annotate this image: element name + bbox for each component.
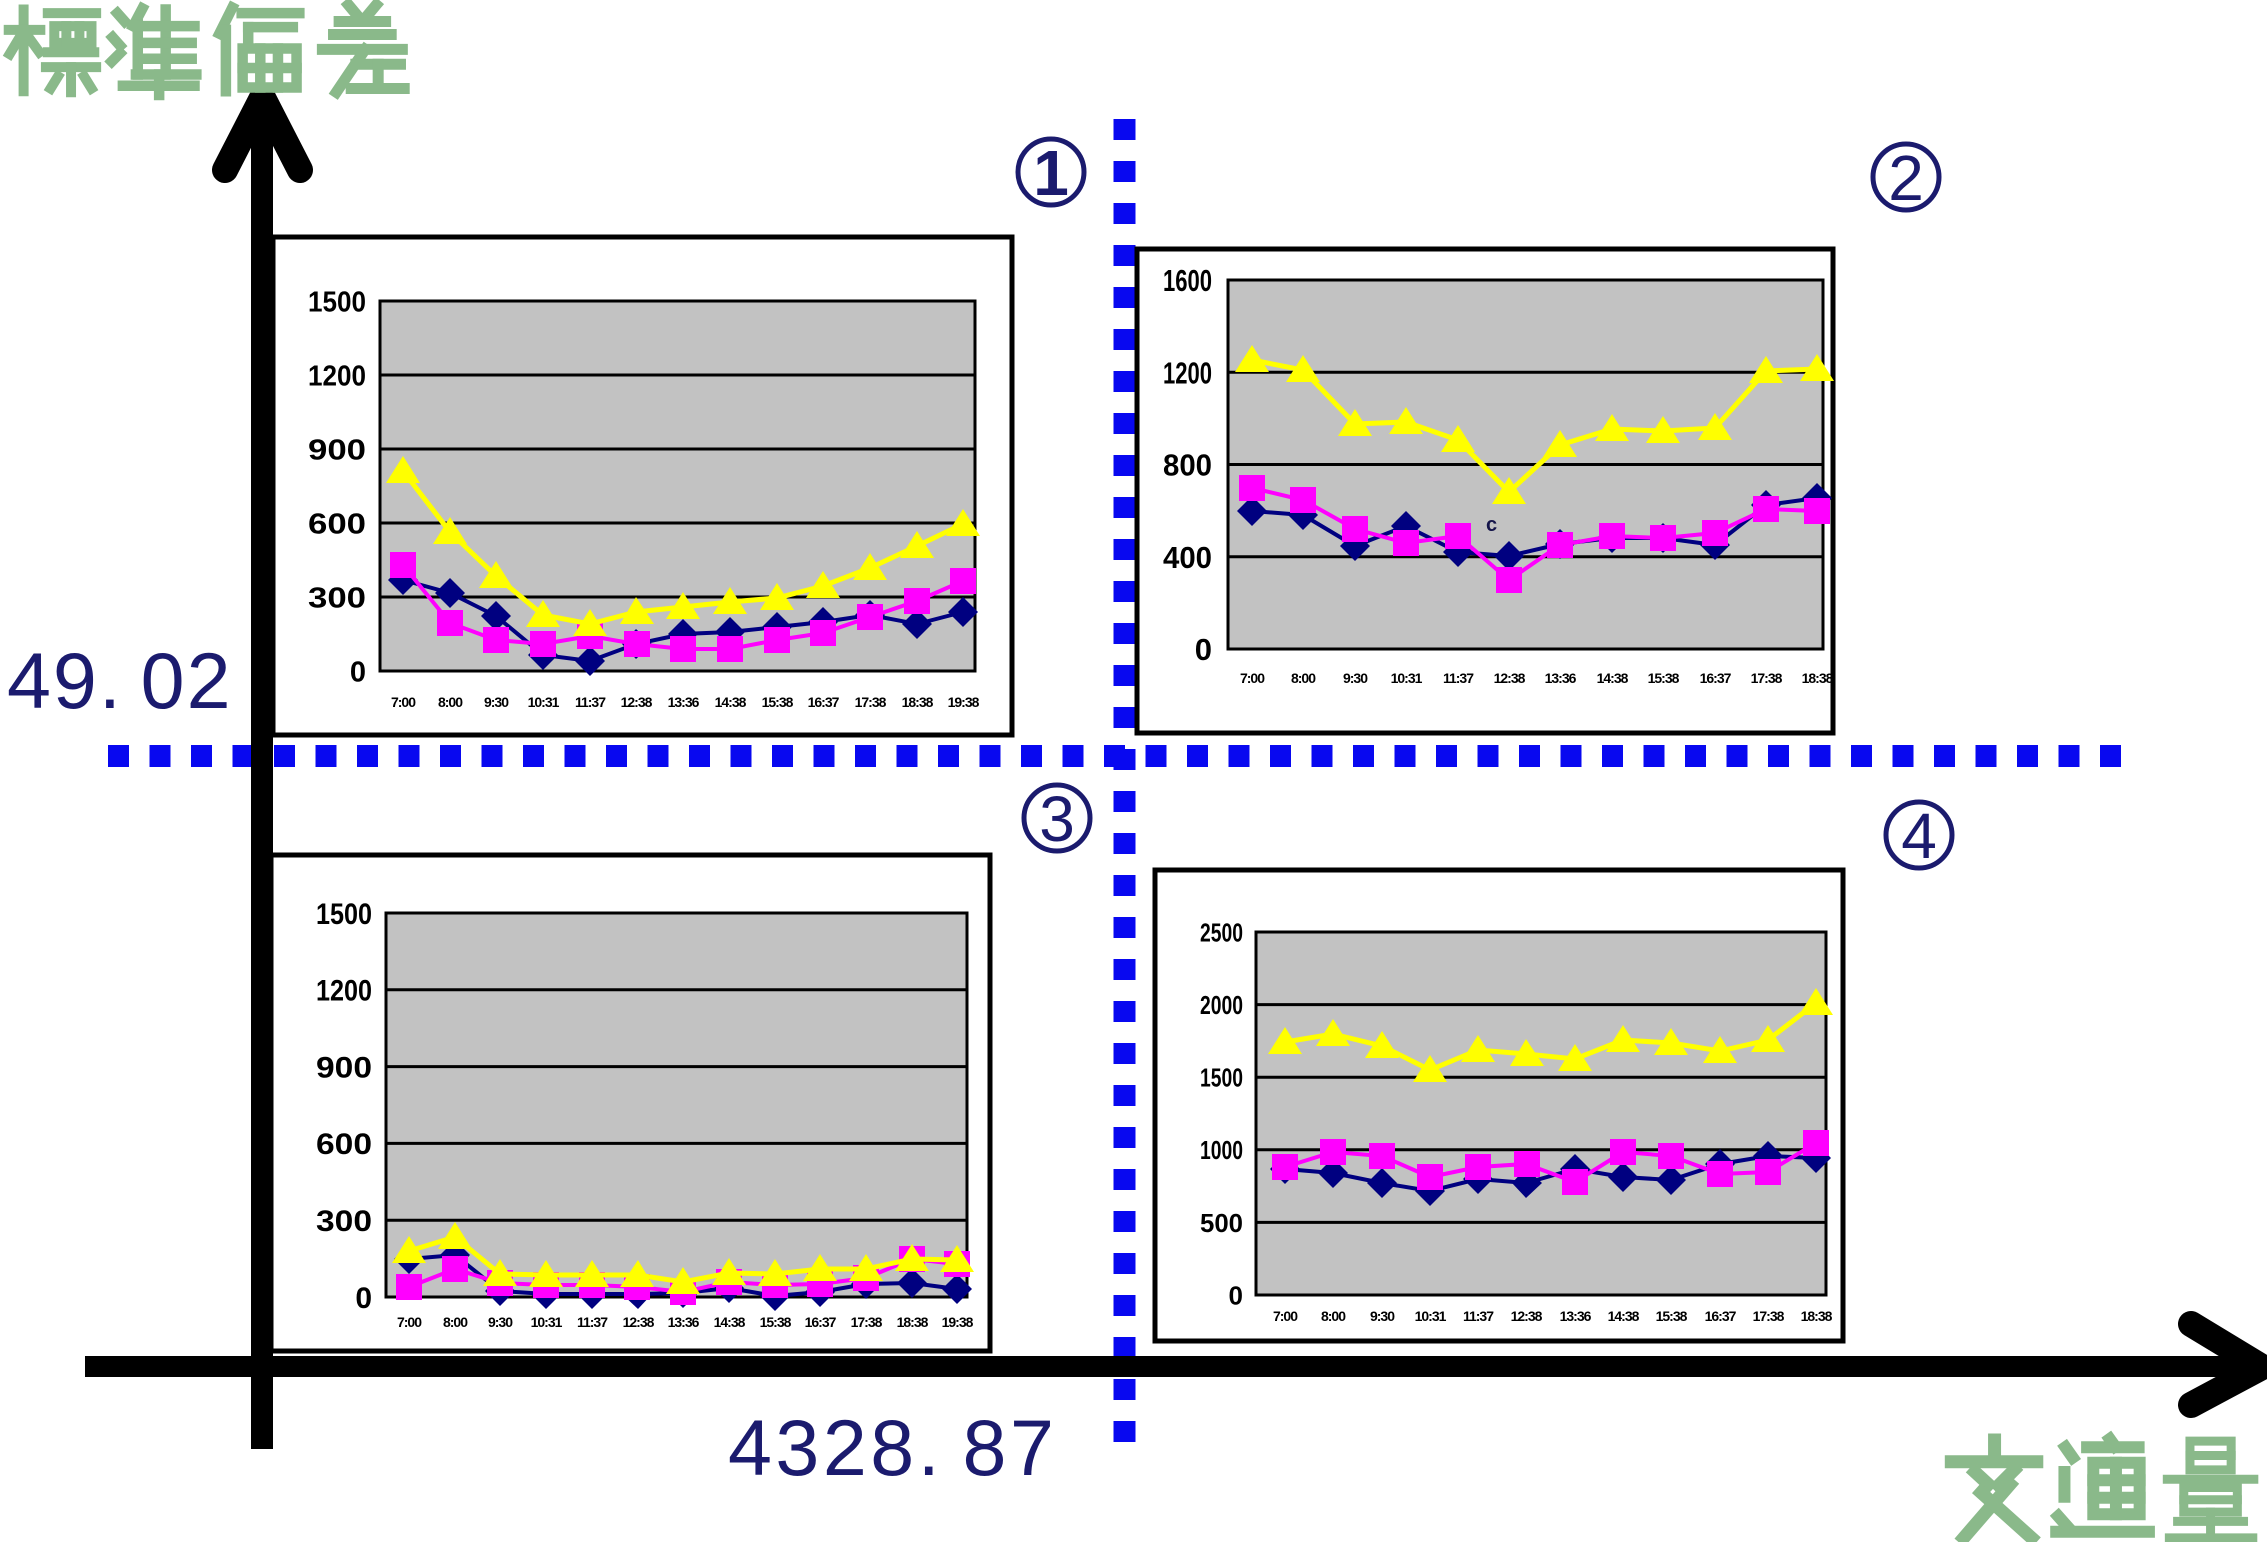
svg-text:18:38: 18:38 [1802, 670, 1834, 686]
svg-text:16:37: 16:37 [1700, 670, 1732, 686]
svg-text:9:30: 9:30 [488, 1314, 513, 1330]
svg-text:1000: 1000 [1200, 1135, 1243, 1165]
svg-text:16:37: 16:37 [808, 694, 840, 710]
svg-text:12:38: 12:38 [1494, 670, 1526, 686]
svg-text:11:37: 11:37 [1443, 670, 1474, 686]
svg-text:13:36: 13:36 [1545, 670, 1577, 686]
svg-text:3: 3 [1039, 783, 1075, 855]
svg-text:18:38: 18:38 [897, 1314, 929, 1330]
svg-text:9:30: 9:30 [1370, 1308, 1395, 1324]
svg-text:16:37: 16:37 [1705, 1308, 1737, 1324]
svg-text:0: 0 [355, 1282, 372, 1315]
svg-text:11:37: 11:37 [577, 1314, 608, 1330]
svg-text:12:38: 12:38 [621, 694, 653, 710]
svg-text:800: 800 [1163, 448, 1212, 483]
svg-text:13:36: 13:36 [668, 694, 700, 710]
svg-text:49. 02: 49. 02 [7, 636, 233, 725]
svg-text:15:38: 15:38 [762, 694, 794, 710]
svg-text:2: 2 [1888, 142, 1924, 214]
svg-text:11:37: 11:37 [575, 694, 606, 710]
svg-text:18:38: 18:38 [1801, 1308, 1833, 1324]
svg-text:19:38: 19:38 [942, 1314, 974, 1330]
svg-text:11:37: 11:37 [1463, 1308, 1494, 1324]
svg-text:300: 300 [316, 1205, 372, 1238]
svg-text:1500: 1500 [316, 898, 372, 931]
svg-text:600: 600 [308, 508, 366, 540]
svg-text:9:30: 9:30 [484, 694, 509, 710]
svg-text:10:31: 10:31 [1415, 1308, 1447, 1324]
svg-text:15:38: 15:38 [1648, 670, 1680, 686]
svg-text:17:38: 17:38 [1751, 670, 1783, 686]
svg-text:8:00: 8:00 [1321, 1308, 1346, 1324]
svg-text:7:00: 7:00 [1273, 1308, 1298, 1324]
svg-text:17:38: 17:38 [851, 1314, 883, 1330]
svg-text:8:00: 8:00 [438, 694, 463, 710]
svg-text:10:31: 10:31 [528, 694, 560, 710]
svg-text:12:38: 12:38 [623, 1314, 655, 1330]
svg-text:c: c [1486, 514, 1497, 536]
svg-text:1200: 1200 [1163, 355, 1212, 390]
svg-text:14:38: 14:38 [715, 694, 747, 710]
svg-text:1200: 1200 [308, 360, 366, 392]
svg-text:13:36: 13:36 [668, 1314, 700, 1330]
svg-text:7:00: 7:00 [397, 1314, 422, 1330]
svg-text:400: 400 [1163, 540, 1212, 575]
svg-text:19:38: 19:38 [948, 694, 980, 710]
svg-text:12:38: 12:38 [1511, 1308, 1543, 1324]
svg-text:0: 0 [350, 656, 366, 688]
svg-text:14:38: 14:38 [1608, 1308, 1640, 1324]
svg-text:300: 300 [308, 582, 366, 614]
svg-text:500: 500 [1200, 1208, 1243, 1238]
svg-text:900: 900 [308, 434, 366, 466]
svg-text:1: 1 [1033, 137, 1069, 209]
svg-text:18:38: 18:38 [902, 694, 934, 710]
svg-text:14:38: 14:38 [714, 1314, 746, 1330]
svg-text:4: 4 [1901, 800, 1937, 872]
svg-text:1600: 1600 [1163, 263, 1212, 298]
svg-text:15:38: 15:38 [1656, 1308, 1688, 1324]
svg-text:1500: 1500 [308, 286, 366, 318]
svg-text:17:38: 17:38 [1753, 1308, 1785, 1324]
svg-text:10:31: 10:31 [531, 1314, 563, 1330]
svg-text:1500: 1500 [1200, 1063, 1243, 1093]
svg-text:13:36: 13:36 [1560, 1308, 1592, 1324]
svg-text:900: 900 [316, 1051, 372, 1084]
svg-text:7:00: 7:00 [1240, 670, 1265, 686]
svg-text:600: 600 [316, 1128, 372, 1161]
svg-text:1200: 1200 [316, 975, 372, 1008]
svg-text:4328. 87: 4328. 87 [728, 1403, 1057, 1492]
svg-text:2500: 2500 [1200, 917, 1243, 947]
svg-text:2000: 2000 [1200, 990, 1243, 1020]
svg-text:16:37: 16:37 [805, 1314, 837, 1330]
svg-text:7:00: 7:00 [391, 694, 416, 710]
svg-text:14:38: 14:38 [1597, 670, 1629, 686]
svg-text:9:30: 9:30 [1343, 670, 1368, 686]
svg-text:10:31: 10:31 [1391, 670, 1423, 686]
svg-text:0: 0 [1229, 1280, 1243, 1310]
svg-text:8:00: 8:00 [443, 1314, 468, 1330]
svg-text:17:38: 17:38 [855, 694, 887, 710]
svg-text:0: 0 [1195, 632, 1212, 667]
svg-text:8:00: 8:00 [1291, 670, 1316, 686]
svg-text:15:38: 15:38 [760, 1314, 792, 1330]
